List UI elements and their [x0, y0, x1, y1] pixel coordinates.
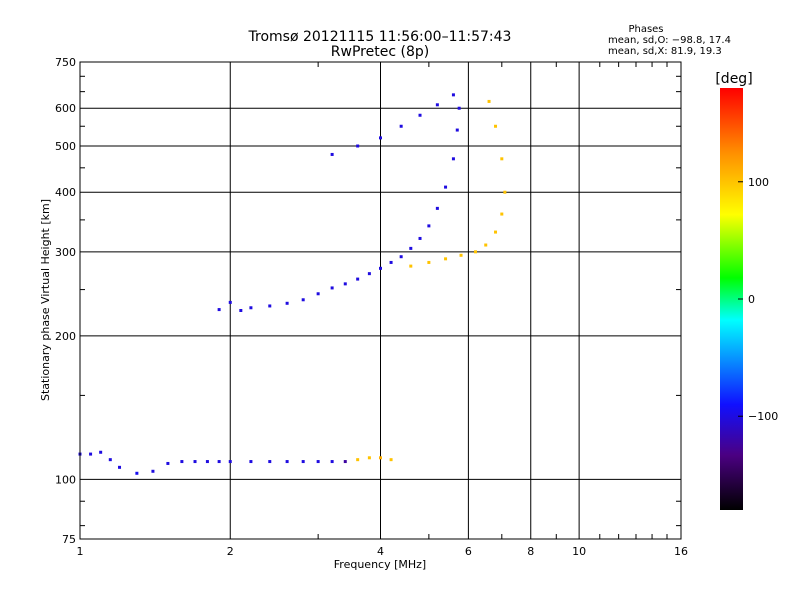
- x-tick-label: 8: [527, 545, 534, 558]
- echo-point: [451, 93, 455, 97]
- echo-point: [330, 286, 334, 290]
- echo-point: [409, 264, 413, 268]
- x-tick-label: 4: [377, 545, 384, 558]
- plot-frame: [79, 61, 682, 540]
- echo-point: [151, 469, 155, 473]
- echo-point: [217, 308, 221, 312]
- echo-point: [418, 236, 422, 240]
- echo-point: [228, 300, 232, 304]
- echo-point: [108, 458, 112, 462]
- echo-point: [459, 253, 463, 257]
- echo-point: [418, 113, 422, 117]
- y-tick-label: 500: [55, 140, 76, 153]
- echo-point: [343, 282, 347, 286]
- echo-point: [285, 460, 289, 464]
- y-tick-label: 400: [55, 186, 76, 199]
- echo-point: [389, 260, 393, 264]
- echo-point: [367, 456, 371, 460]
- echo-point: [249, 306, 253, 310]
- echo-point: [166, 461, 170, 465]
- colorbar-tick-label: −100: [748, 410, 778, 423]
- echo-point: [330, 460, 334, 464]
- echo-point: [455, 128, 459, 132]
- echo-point: [285, 301, 289, 305]
- echo-point: [356, 277, 360, 281]
- echo-point: [239, 308, 243, 312]
- x-tick-label: 1: [77, 545, 84, 558]
- echo-point: [301, 460, 305, 464]
- echo-point: [89, 452, 93, 456]
- colorbar: [720, 88, 743, 510]
- colorbar-ticks: 100 0 −100: [738, 176, 778, 423]
- echo-point: [356, 458, 360, 462]
- echo-point: [316, 292, 320, 296]
- echo-point: [268, 304, 272, 308]
- echo-point: [316, 460, 320, 464]
- echo-point: [435, 103, 439, 107]
- y-axis-label: Stationary phase Virtual Height [km]: [39, 199, 52, 401]
- echo-point: [356, 144, 360, 148]
- echo-point: [427, 224, 431, 228]
- y-axis-ticks: 75 100 200 300 400 500 600 750: [55, 56, 681, 546]
- echo-point: [389, 458, 393, 462]
- colorbar-tick-label: 0: [748, 293, 755, 306]
- chart-title: Tromsø 20121115 11:56:00–11:57:43: [248, 29, 512, 45]
- stats-o-mode: mean, sd,O: −98.8, 17.4: [608, 35, 731, 46]
- echo-point: [494, 124, 498, 128]
- scatter-points: [78, 93, 507, 475]
- y-tick-label: 200: [55, 330, 76, 343]
- echo-point: [451, 157, 455, 161]
- echo-point: [99, 450, 103, 454]
- echo-point: [249, 460, 253, 464]
- colorbar-tick-label: 100: [748, 176, 769, 189]
- echo-point: [379, 136, 382, 140]
- echo-point: [444, 257, 448, 261]
- echo-point: [500, 157, 504, 161]
- colorbar-label: [deg]: [715, 71, 752, 87]
- echo-point: [494, 230, 498, 234]
- x-axis-label: Frequency [MHz]: [334, 558, 426, 571]
- y-tick-label: 600: [55, 102, 76, 115]
- x-tick-label: 10: [572, 545, 586, 558]
- x-axis-ticks: 1 2 4 6 8 10 16: [77, 62, 688, 558]
- echo-point: [135, 471, 139, 475]
- echo-point: [500, 212, 504, 216]
- echo-point: [427, 260, 431, 264]
- chart-subtitle: RwPretec (8p): [331, 44, 429, 60]
- echo-point: [268, 460, 272, 464]
- echo-point: [118, 465, 122, 469]
- echo-point: [379, 266, 382, 270]
- x-tick-label: 6: [465, 545, 472, 558]
- x-tick-label: 16: [674, 545, 688, 558]
- echo-point: [330, 152, 334, 156]
- y-tick-label: 750: [55, 56, 76, 69]
- x-tick-label: 2: [227, 545, 234, 558]
- echo-point: [457, 106, 461, 110]
- echo-point: [484, 243, 488, 247]
- echo-point: [205, 460, 209, 464]
- echo-point: [503, 190, 507, 194]
- echo-point: [444, 185, 448, 189]
- y-tick-label: 75: [62, 533, 76, 546]
- echo-point: [435, 206, 439, 210]
- y-tick-label: 100: [55, 473, 76, 486]
- echo-point: [379, 456, 382, 460]
- echo-point: [399, 124, 403, 128]
- echo-point: [217, 460, 221, 464]
- echo-point: [473, 250, 477, 254]
- echo-point: [301, 298, 305, 302]
- echo-point: [228, 460, 232, 464]
- stats-header: Phases: [628, 24, 663, 35]
- echo-point: [343, 460, 347, 464]
- echo-point: [193, 460, 197, 464]
- echo-point: [367, 272, 371, 276]
- y-tick-label: 300: [55, 246, 76, 259]
- echo-point: [180, 460, 184, 464]
- stats-x-mode: mean, sd,X: 81.9, 19.3: [608, 46, 722, 57]
- echo-point: [399, 255, 403, 259]
- echo-point: [487, 99, 491, 103]
- grid-lines: [80, 62, 681, 539]
- echo-point: [409, 246, 413, 250]
